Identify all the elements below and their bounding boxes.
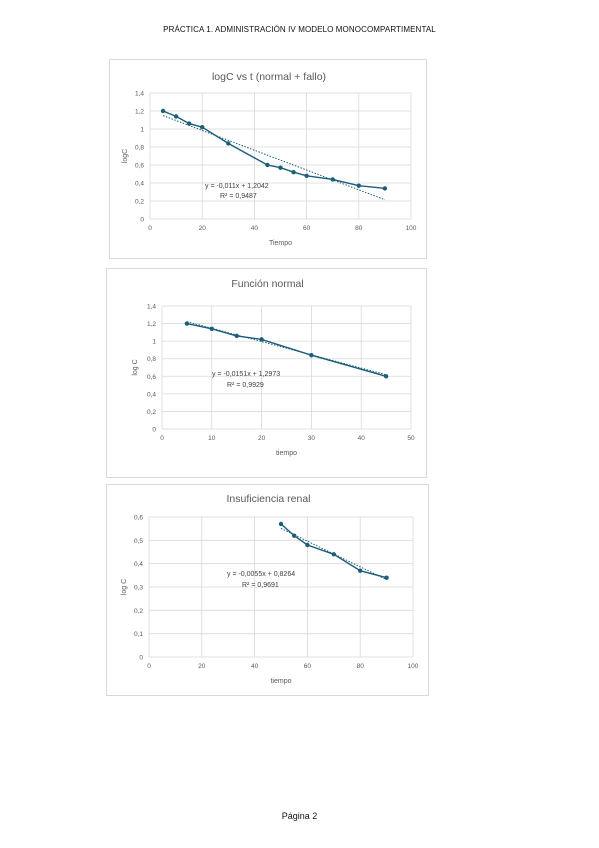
- data-point: [186, 121, 192, 126]
- chart-title: logC vs t (normal + fallo): [212, 71, 326, 83]
- data-point: [382, 186, 388, 191]
- chart-svg: Insuficiencia renal 0 0,1 0,2 0,3 0,4 0,5 0,6 0 2…: [121, 493, 419, 685]
- trendline-equation: y = -0,0055x + 0,8264: [227, 571, 295, 578]
- x-tick-label: 100: [408, 663, 419, 670]
- x-tick-label: 60: [303, 225, 311, 232]
- y-tick-label: 0,6: [147, 374, 156, 381]
- data-point: [304, 173, 309, 178]
- data-point: [356, 183, 361, 188]
- data-point: [234, 333, 239, 339]
- data-point: [160, 108, 166, 114]
- y-tick-label: 0,2: [134, 608, 143, 615]
- y-tick-label: 0,4: [135, 181, 144, 188]
- y-tick-label: 0,2: [147, 409, 156, 416]
- r-squared-label: R² = 0,9929: [227, 382, 264, 389]
- y-tick-label: 0: [140, 217, 144, 224]
- y-tick-label: 1,2: [135, 109, 144, 116]
- data-point: [331, 552, 336, 557]
- page-number: Página 2: [281, 811, 318, 821]
- series-line: [162, 110, 385, 190]
- chart-logc-vs-t: logC vs t (normal + fallo) 0 0,2 0,4 0,6 0,8 1…: [109, 59, 427, 259]
- data-point: [184, 321, 190, 326]
- document-header: PRÁCTICA 1. ADMINISTRACIÓN IV MODELO MON…: [163, 25, 436, 34]
- y-tick-label: 0: [152, 427, 156, 434]
- r-squared-label: R² = 0,9691: [242, 582, 279, 589]
- x-axis-label: tiempo: [270, 678, 291, 685]
- x-tick-label: 60: [304, 663, 312, 670]
- x-tick-label: 40: [251, 663, 259, 670]
- x-axis-label: tiempo: [276, 450, 297, 457]
- y-tick-label: 0,6: [134, 515, 143, 522]
- data-point: [265, 162, 270, 168]
- y-tick-label: 0,1: [134, 631, 143, 638]
- data-point: [330, 177, 335, 182]
- chart-svg: logC vs t (normal + fallo) 0 0,2 0,4 0,6 0,8 1…: [122, 71, 417, 247]
- y-tick-label: 0,4: [147, 391, 156, 398]
- data-point: [200, 125, 205, 130]
- data-point: [259, 337, 264, 342]
- x-tick-label: 0: [148, 225, 152, 232]
- y-tick-label: 0,8: [147, 356, 156, 363]
- x-tick-label: 0: [160, 435, 164, 442]
- y-tick-label: 0,8: [135, 145, 144, 152]
- x-tick-label: 80: [357, 663, 365, 670]
- x-tick-label: 10: [208, 435, 216, 442]
- x-tick-label: 50: [407, 435, 415, 442]
- y-axis-label: log C: [121, 579, 128, 595]
- chart-title: Función normal: [231, 278, 303, 290]
- x-tick-label: 30: [308, 435, 316, 442]
- data-point: [384, 575, 389, 580]
- chart-funcion-normal: Función normal 0 0,2 0,4 0,6 0,8 1 1,2 1,4 0 10 20 3…: [106, 268, 427, 478]
- chart-insuficiencia-renal: Insuficiencia renal 0 0,1 0,2 0,3 0,4 0,5 0,6 0 2…: [106, 484, 429, 696]
- y-tick-label: 0,6: [135, 163, 144, 170]
- y-tick-label: 1,2: [147, 321, 156, 328]
- data-point: [278, 521, 284, 527]
- y-tick-label: 0,3: [134, 585, 143, 592]
- y-tick-label: 1: [140, 127, 144, 134]
- y-axis-label: logC: [122, 149, 129, 163]
- x-tick-label: 40: [358, 435, 366, 442]
- x-tick-label: 20: [258, 435, 266, 442]
- y-tick-label: 1: [152, 339, 156, 346]
- trendline-equation: y = -0,011x + 1,2042: [205, 183, 269, 190]
- data-point: [209, 326, 214, 332]
- data-point: [226, 141, 231, 146]
- x-tick-label: 20: [198, 663, 206, 670]
- y-tick-label: 1,4: [147, 304, 156, 311]
- trendline: [162, 115, 386, 201]
- data-point: [309, 353, 314, 358]
- x-axis-label: Tiempo: [269, 240, 292, 247]
- y-tick-label: 0,5: [134, 538, 143, 545]
- x-tick-label: 20: [199, 225, 207, 232]
- x-tick-label: 100: [406, 225, 417, 232]
- x-tick-label: 40: [251, 225, 259, 232]
- y-tick-label: 0,4: [134, 561, 143, 568]
- data-point: [358, 568, 363, 573]
- data-point: [291, 170, 296, 175]
- y-tick-label: 0,2: [135, 199, 144, 206]
- series-line: [186, 322, 387, 377]
- y-tick-label: 0: [139, 655, 143, 662]
- y-tick-label: 1,4: [135, 91, 144, 98]
- data-point: [383, 374, 389, 379]
- data-point: [278, 165, 283, 170]
- data-point: [292, 533, 297, 538]
- data-point: [305, 542, 310, 548]
- data-point: [173, 114, 179, 119]
- r-squared-label: R² = 0,9487: [220, 193, 257, 200]
- x-tick-label: 0: [147, 663, 151, 670]
- y-axis-label: log C: [132, 359, 139, 375]
- x-tick-label: 80: [355, 225, 363, 232]
- chart-title: Insuficiencia renal: [226, 493, 310, 505]
- trendline-equation: y = -0,0151x + 1,2973: [212, 371, 280, 378]
- chart-svg: Función normal 0 0,2 0,4 0,6 0,8 1 1,2 1,4 0 10 20 3…: [132, 278, 415, 457]
- series-line: [280, 523, 387, 579]
